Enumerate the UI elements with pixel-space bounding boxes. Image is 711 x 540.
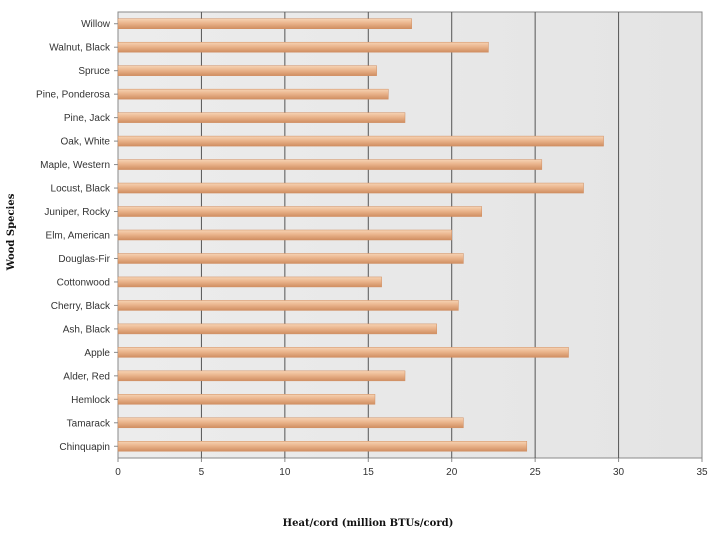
bar	[117, 323, 437, 335]
category-label: Pine, Jack	[64, 113, 111, 124]
bar	[117, 300, 459, 311]
bar	[117, 229, 452, 241]
x-tick-label: 15	[363, 467, 375, 478]
bar	[117, 276, 382, 288]
x-tick-label: 30	[613, 467, 625, 478]
category-label: Walnut, Black	[49, 43, 111, 54]
bar	[117, 206, 482, 217]
gridlines	[200, 12, 620, 458]
bar	[117, 441, 528, 452]
bar	[117, 88, 389, 100]
category-label: Oak, White	[61, 137, 111, 148]
category-labels: Willow Walnut, Black Spruce Pine, Ponderosa…	[36, 19, 118, 453]
bar	[117, 112, 406, 123]
bar	[117, 417, 464, 429]
x-tick-label: 5	[199, 467, 205, 478]
bar	[117, 65, 377, 76]
category-label: Ash, Black	[63, 324, 111, 335]
category-label: Tamarack	[67, 418, 111, 429]
category-label: Willow	[81, 19, 111, 30]
x-tick-label: 20	[446, 467, 458, 478]
x-tick-label: 0	[115, 467, 121, 478]
category-label: Hemlock	[71, 395, 111, 406]
bar	[117, 370, 406, 382]
category-label: Cherry, Black	[51, 301, 111, 312]
x-tick-label: 35	[696, 467, 708, 478]
category-label: Cottonwood	[57, 277, 110, 288]
bar	[117, 159, 543, 170]
category-label: Chinquapin	[59, 442, 110, 453]
x-tick-label: 25	[530, 467, 542, 478]
category-label: Alder, Red	[63, 371, 110, 382]
bar	[117, 41, 489, 53]
x-axis-title: Heat/cord (million BTUs/cord)	[283, 518, 454, 529]
category-label: Maple, Western	[40, 160, 110, 171]
bar	[117, 253, 464, 264]
category-label: Spruce	[78, 66, 110, 77]
category-label: Locust, Black	[51, 184, 111, 195]
bar	[117, 394, 376, 405]
category-label: Juniper, Rocky	[44, 207, 110, 218]
x-axis-ticks: 0 5 10 15 20 25 30 35	[115, 458, 708, 478]
category-label: Apple	[84, 348, 110, 359]
x-tick-label: 10	[279, 467, 291, 478]
bar	[117, 135, 604, 147]
category-label: Pine, Ponderosa	[36, 90, 110, 101]
category-label: Douglas-Fir	[58, 254, 110, 265]
category-label: Elm, American	[46, 231, 110, 242]
bar	[117, 347, 569, 358]
bar	[117, 182, 584, 194]
y-axis-title: Wood Species	[6, 193, 17, 271]
bar	[117, 18, 412, 29]
